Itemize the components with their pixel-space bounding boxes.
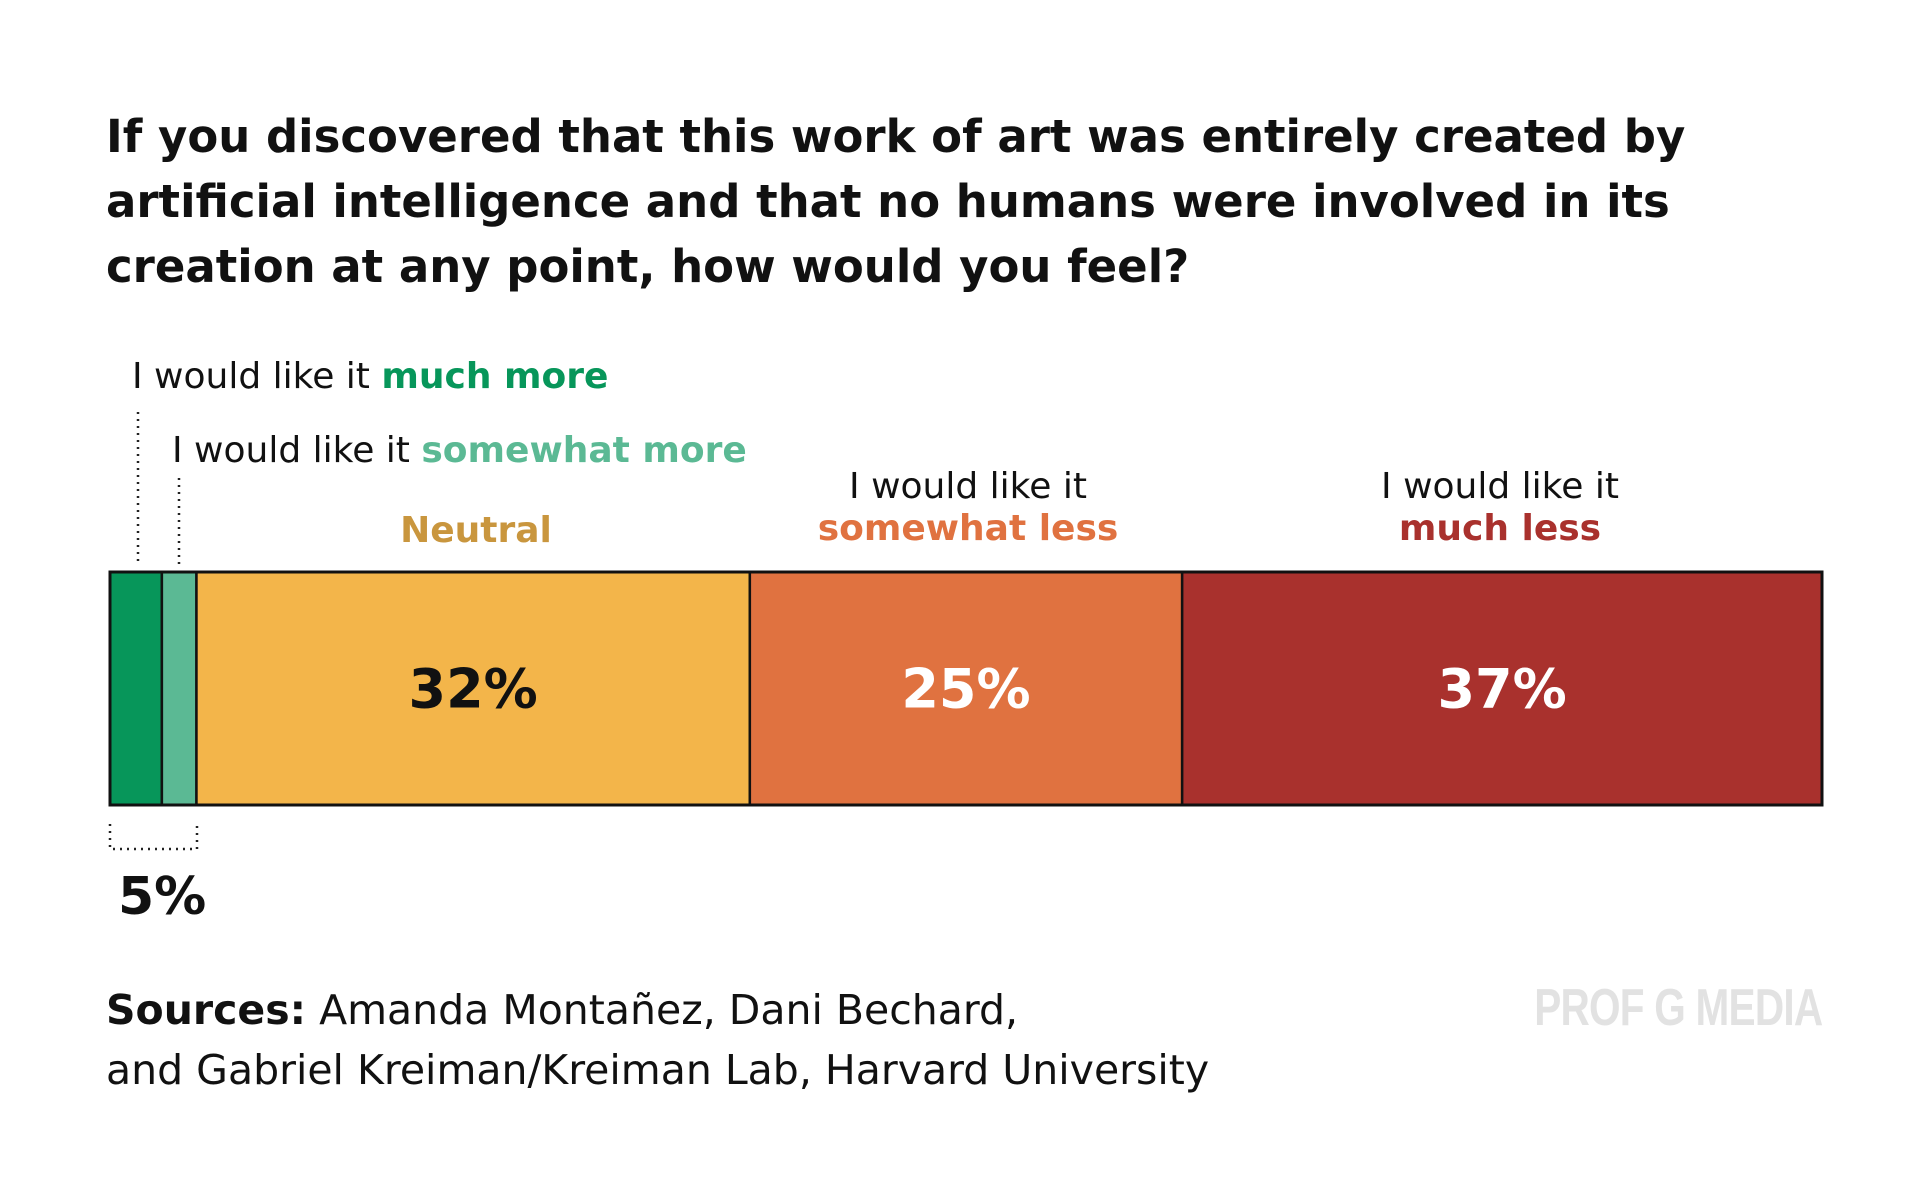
bar-segment-neutral xyxy=(195,570,752,807)
label-much-less-prefix: I would like it xyxy=(1381,466,1619,507)
bracket-combined xyxy=(108,824,199,851)
label-somewhat-less-prefix: I would like it xyxy=(849,466,1087,507)
label-much-less-highlight: much less xyxy=(1398,508,1602,549)
label-somewhat-more-highlight: somewhat more xyxy=(421,430,747,471)
sources-label: Sources: xyxy=(106,986,307,1034)
combined-value-label: 5% xyxy=(118,867,206,927)
bar-segments xyxy=(108,570,1824,807)
label-much-more: I would like it much more xyxy=(132,356,608,398)
label-much-less: I would like it much less xyxy=(1300,466,1700,550)
label-somewhat-more-prefix: I would like it xyxy=(172,430,410,471)
label-somewhat-less: I would like it somewhat less xyxy=(768,466,1168,550)
sources-line2: and Gabriel Kreiman/Kreiman Lab, Harvard… xyxy=(106,1046,1210,1094)
chart-title: If you discovered that this work of art … xyxy=(106,110,1686,293)
label-much-more-prefix: I would like it xyxy=(132,356,370,397)
label-neutral-highlight: Neutral xyxy=(400,510,552,551)
bar-segment-much-less xyxy=(1180,570,1824,807)
sources: Sources: Amanda Montañez, Dani Bechard, … xyxy=(106,980,1209,1100)
bar-segment-much-more xyxy=(108,570,164,807)
label-much-more-highlight: much more xyxy=(381,356,609,397)
sources-line1: Amanda Montañez, Dani Bechard, xyxy=(319,986,1019,1034)
bar-segment-somewhat-more xyxy=(160,570,198,807)
label-neutral: Neutral xyxy=(326,510,626,552)
label-somewhat-less-highlight: somewhat less xyxy=(817,508,1119,549)
watermark-logo: PROF G MEDIA xyxy=(1533,979,1823,1037)
bar-segment-somewhat-less xyxy=(748,570,1184,807)
label-somewhat-more: I would like it somewhat more xyxy=(172,430,747,472)
